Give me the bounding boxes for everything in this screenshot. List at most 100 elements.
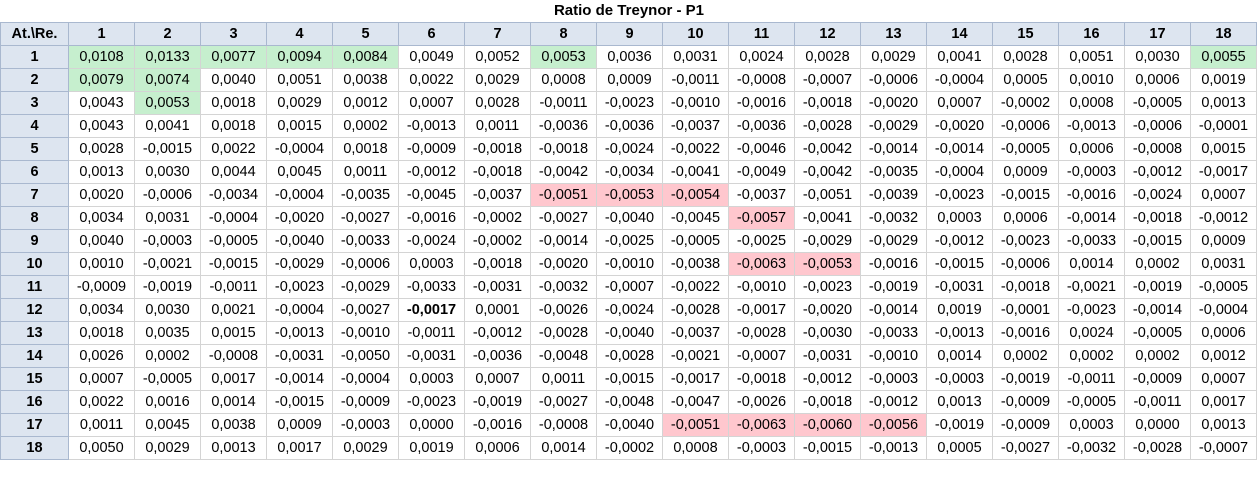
table-cell: 0,0018 <box>332 137 399 161</box>
table-cell: -0,0046 <box>728 137 795 161</box>
table-cell: -0,0029 <box>332 275 399 299</box>
table-cell: 0,0003 <box>1058 413 1125 437</box>
table-cell: 0,0012 <box>1190 344 1257 368</box>
table-row: 14 0,0026 0,0002 -0,0008 -0,0031 -0,0050 -0,00… <box>0 344 1257 368</box>
table-cell: -0,0037 <box>662 114 729 138</box>
table-cell: -0,0023 <box>794 275 861 299</box>
table-cell: 0,0000 <box>1124 413 1191 437</box>
table-cell: -0,0004 <box>926 160 993 184</box>
row-header: 5 <box>0 137 69 161</box>
table-cell: 0,0009 <box>266 413 333 437</box>
table-cell: 0,0015 <box>200 321 267 345</box>
table-cell: -0,0018 <box>464 160 531 184</box>
table-cell: 0,0040 <box>200 68 267 92</box>
table-cell: 0,0034 <box>68 206 135 230</box>
table-cell: -0,0040 <box>266 229 333 253</box>
table-cell: -0,0008 <box>1124 137 1191 161</box>
table-cell: 0,0051 <box>1058 45 1125 69</box>
row-header: 16 <box>0 390 69 414</box>
table-cell: -0,0036 <box>728 114 795 138</box>
table-cell: 0,0074 <box>134 68 201 92</box>
table-cell: 0,0016 <box>134 390 201 414</box>
table-cell: -0,0011 <box>530 91 597 115</box>
table-cell: -0,0029 <box>266 252 333 276</box>
table-cell: -0,0006 <box>1124 114 1191 138</box>
table-cell: -0,0045 <box>662 206 729 230</box>
table-cell: 0,0031 <box>1190 252 1257 276</box>
table-cell: -0,0011 <box>1058 367 1125 391</box>
table-cell: -0,0013 <box>860 436 927 460</box>
table-cell: 0,0018 <box>68 321 135 345</box>
row-header: 12 <box>0 298 69 322</box>
table-cell: 0,0006 <box>1190 321 1257 345</box>
table-cell: -0,0027 <box>332 298 399 322</box>
table-cell: 0,0000 <box>398 413 465 437</box>
table-cell: -0,0033 <box>1058 229 1125 253</box>
table-cell: 0,0024 <box>1058 321 1125 345</box>
table-cell: -0,0063 <box>728 413 795 437</box>
table-cell: -0,0015 <box>992 183 1059 207</box>
table-cell: -0,0015 <box>596 367 663 391</box>
table-row: 11 -0,0009 -0,0019 -0,0011 -0,0023 -0,0029 -0,… <box>0 275 1257 299</box>
table-cell: 0,0006 <box>1058 137 1125 161</box>
table-cell: 0,0011 <box>464 114 531 138</box>
table-cell: -0,0037 <box>662 321 729 345</box>
table-cell: -0,0011 <box>1124 390 1191 414</box>
table-cell: -0,0023 <box>992 229 1059 253</box>
table-cell: -0,0018 <box>1124 206 1191 230</box>
table-cell: 0,0021 <box>200 298 267 322</box>
table-cell: 0,0017 <box>266 436 333 460</box>
table-row: 12 0,0034 0,0030 0,0021 -0,0004 -0,0027 -0,001… <box>0 298 1257 322</box>
column-header: 13 <box>860 22 927 46</box>
table-row: 5 0,0028 -0,0015 0,0022 -0,0004 0,0018 -0,0009… <box>0 137 1257 161</box>
table-cell: -0,0011 <box>200 275 267 299</box>
table-cell: 0,0019 <box>398 436 465 460</box>
table-cell: -0,0010 <box>728 275 795 299</box>
table-cell: -0,0009 <box>68 275 135 299</box>
table-cell: 0,0019 <box>1190 68 1257 92</box>
table-cell: -0,0009 <box>992 390 1059 414</box>
table-cell: -0,0041 <box>794 206 861 230</box>
column-header: 14 <box>926 22 993 46</box>
table-cell: -0,0021 <box>1058 275 1125 299</box>
table-cell: 0,0003 <box>398 252 465 276</box>
table-cell: 0,0013 <box>1190 91 1257 115</box>
table-row: 1 0,0108 0,0133 0,0077 0,0094 0,0084 0,0049 0,0… <box>0 45 1257 69</box>
table-cell: -0,0015 <box>926 252 993 276</box>
table-cell: -0,0035 <box>332 183 399 207</box>
table-cell: 0,0002 <box>992 344 1059 368</box>
table-cell: -0,0051 <box>530 183 597 207</box>
table-cell: -0,0063 <box>728 252 795 276</box>
table-cell: 0,0001 <box>464 298 531 322</box>
table-cell: 0,0006 <box>992 206 1059 230</box>
row-header: 11 <box>0 275 69 299</box>
table-row: 7 0,0020 -0,0006 -0,0034 -0,0004 -0,0035 -0,00… <box>0 183 1257 207</box>
table-cell: 0,0028 <box>464 91 531 115</box>
column-header: 2 <box>134 22 201 46</box>
table-cell: -0,0018 <box>464 137 531 161</box>
column-header: 3 <box>200 22 267 46</box>
table-cell: -0,0023 <box>266 275 333 299</box>
table-cell: 0,0030 <box>134 298 201 322</box>
table-cell: -0,0033 <box>398 275 465 299</box>
table-cell: 0,0009 <box>596 68 663 92</box>
table-cell: -0,0027 <box>530 206 597 230</box>
table-cell: -0,0049 <box>728 160 795 184</box>
table-cell: 0,0030 <box>134 160 201 184</box>
table-row: 16 0,0022 0,0016 0,0014 -0,0015 -0,0009 -0,002… <box>0 390 1257 414</box>
table-cell: 0,0045 <box>134 413 201 437</box>
table-cell: -0,0048 <box>596 390 663 414</box>
table-cell: 0,0022 <box>200 137 267 161</box>
table-cell: -0,0050 <box>332 344 399 368</box>
table-cell: -0,0031 <box>398 344 465 368</box>
table-cell: 0,0017 <box>200 367 267 391</box>
table-cell: -0,0004 <box>266 137 333 161</box>
table-cell: 0,0051 <box>266 68 333 92</box>
table-cell: -0,0004 <box>200 206 267 230</box>
table-cell: 0,0015 <box>266 114 333 138</box>
table-cell: -0,0020 <box>926 114 993 138</box>
table-cell: 0,0018 <box>200 114 267 138</box>
table-cell: 0,0002 <box>332 114 399 138</box>
table-cell: -0,0004 <box>1190 298 1257 322</box>
table-cell: 0,0038 <box>332 68 399 92</box>
